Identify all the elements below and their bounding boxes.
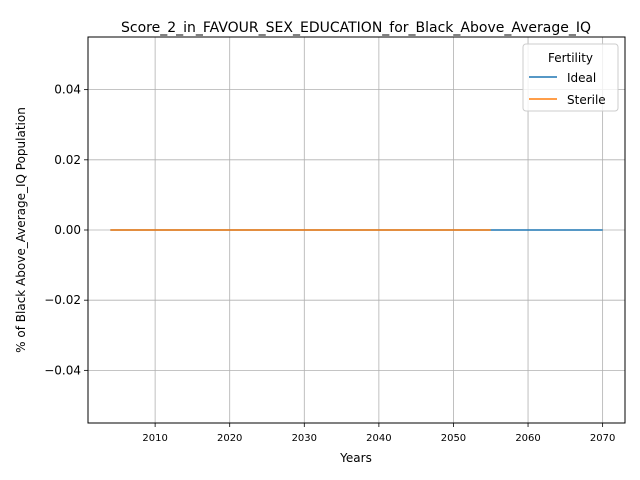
legend-title: Fertility — [548, 51, 593, 65]
legend: Fertility Ideal Sterile — [522, 43, 619, 112]
x-tick-label: 2020 — [217, 433, 242, 444]
x-tick-label: 2030 — [292, 433, 317, 444]
chart-title: Score_2_in_FAVOUR_SEX_EDUCATION_for_Blac… — [121, 20, 591, 36]
y-axis-label: % of Black Above_Average_IQ Population — [14, 107, 28, 353]
y-tick-label: −0.04 — [44, 363, 81, 377]
x-tick-label: 2010 — [142, 433, 167, 444]
y-tick-label: 0.00 — [54, 223, 81, 237]
y-tick-label: −0.02 — [44, 293, 81, 307]
legend-label-ideal: Ideal — [567, 71, 596, 85]
x-tick-label: 2040 — [366, 433, 391, 444]
x-axis-ticks: 2010 2020 2030 2040 2050 2060 2070 — [142, 423, 615, 444]
legend-label-sterile: Sterile — [567, 93, 606, 107]
x-tick-label: 2070 — [590, 433, 615, 444]
x-tick-label: 2060 — [515, 433, 540, 444]
x-axis-label: Years — [339, 451, 372, 465]
y-axis-ticks: −0.04 −0.02 0.00 0.02 0.04 — [44, 83, 88, 377]
y-tick-label: 0.02 — [54, 153, 81, 167]
x-tick-label: 2050 — [441, 433, 466, 444]
legend-box — [522, 43, 619, 112]
y-tick-label: 0.04 — [54, 83, 81, 97]
